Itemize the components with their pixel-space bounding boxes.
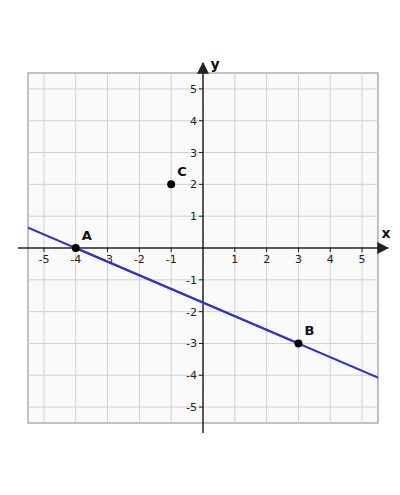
x-tick-label: 5 xyxy=(359,253,366,266)
grid-line-x xyxy=(266,73,267,423)
y-tick-label: -5 xyxy=(186,401,197,414)
x-tick xyxy=(139,248,140,252)
y-tick-label: -3 xyxy=(186,337,197,350)
grid-line-x xyxy=(43,73,44,423)
x-tick xyxy=(266,248,267,252)
grid-line-x xyxy=(107,73,108,423)
point-label: A xyxy=(82,228,92,243)
plot-area xyxy=(28,73,378,423)
x-tick-label: 2 xyxy=(263,253,270,266)
y-tick xyxy=(199,375,203,376)
y-tick-label: 2 xyxy=(190,178,197,191)
y-tick-label: 5 xyxy=(190,83,197,96)
x-tick-label: 4 xyxy=(327,253,334,266)
y-tick-label: -2 xyxy=(186,306,197,319)
point xyxy=(167,180,175,188)
grid-line-x xyxy=(330,73,331,423)
grid-line-x xyxy=(139,73,140,423)
x-tick-label: -2 xyxy=(134,253,145,266)
x-tick-label: -5 xyxy=(38,253,49,266)
point xyxy=(294,339,302,347)
x-tick xyxy=(107,248,108,252)
x-tick xyxy=(362,248,363,252)
y-tick xyxy=(199,407,203,408)
line-extension xyxy=(28,73,378,423)
y-tick xyxy=(199,88,203,89)
x-tick-label: 3 xyxy=(295,253,302,266)
y-axis-label: y xyxy=(210,56,219,72)
x-tick xyxy=(330,248,331,252)
chart-svg: -5-4-3-2-112345-5-4-3-2-112345xyABC xyxy=(0,0,400,495)
grid-line-y xyxy=(28,88,378,89)
x-tick-label: 1 xyxy=(231,253,238,266)
y-tick-label: 4 xyxy=(190,115,197,128)
grid-line-y xyxy=(28,184,378,185)
y-tick-label: -4 xyxy=(186,369,197,382)
y-tick xyxy=(199,184,203,185)
grid-line-y xyxy=(28,375,378,376)
grid-line-x xyxy=(171,73,172,423)
point-label: C xyxy=(177,164,187,179)
y-tick-label: -1 xyxy=(186,274,197,287)
y-axis xyxy=(202,63,204,433)
x-tick-label: -1 xyxy=(166,253,177,266)
grid-line-y xyxy=(28,343,378,344)
y-tick xyxy=(199,343,203,344)
y-tick-label: 1 xyxy=(190,210,197,223)
y-tick xyxy=(199,279,203,280)
grid-line-y xyxy=(28,311,378,312)
x-tick xyxy=(234,248,235,252)
x-tick xyxy=(171,248,172,252)
grid-line-y xyxy=(28,407,378,408)
y-tick xyxy=(199,120,203,121)
grid-line-x xyxy=(234,73,235,423)
x-tick xyxy=(43,248,44,252)
grid-line-y xyxy=(28,216,378,217)
x-tick-label: -4 xyxy=(70,253,81,266)
grid-line-y xyxy=(28,152,378,153)
x-axis-label: x xyxy=(381,225,390,241)
grid-line-y xyxy=(28,279,378,280)
x-tick xyxy=(298,248,299,252)
grid-line-y xyxy=(28,120,378,121)
grid-line-x xyxy=(298,73,299,423)
point xyxy=(72,244,80,252)
y-tick-label: 3 xyxy=(190,147,197,160)
line-segment xyxy=(76,248,299,343)
y-tick xyxy=(199,152,203,153)
y-tick xyxy=(199,311,203,312)
chart-container: -5-4-3-2-112345-5-4-3-2-112345xyABC xyxy=(0,0,400,495)
y-tick xyxy=(199,216,203,217)
point-label: B xyxy=(304,323,314,338)
